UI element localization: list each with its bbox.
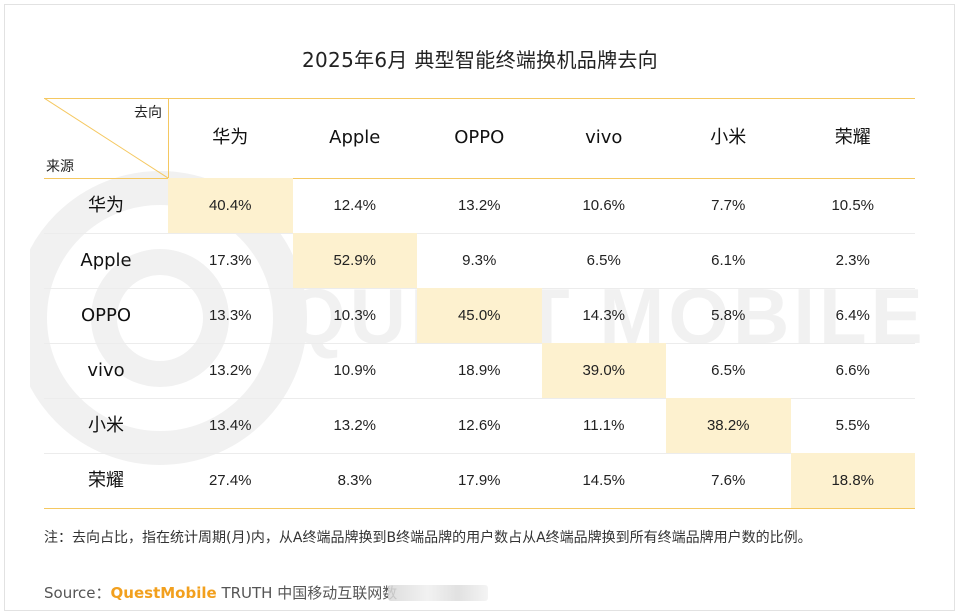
table-cell: 10.3% [333,307,377,324]
table-cell-highlighted: 52.9% [292,233,417,288]
row-divider [44,233,915,234]
corner-from-label: 来源 [46,159,74,175]
row-divider [44,453,915,454]
column-header: Apple [329,127,381,148]
table-cell-highlighted: 38.2% [666,398,791,453]
table-top-border [44,98,915,99]
header-bottom-border [44,178,915,179]
table-cell: 9.3% [462,252,497,269]
source-rest: TRUTH 中国移动互联网数 [216,584,398,602]
table-cell: 10.6% [582,197,626,214]
image-frame [4,4,955,611]
table-cell: 14.5% [582,472,626,489]
source-line: Source：QuestMobile TRUTH 中国移动互联网数 [44,582,397,603]
table-cell: 13.2% [333,417,377,434]
table-cell: 12.6% [457,417,501,434]
row-header: vivo [87,360,125,381]
row-header: 华为 [88,195,124,216]
table-cell: 7.7% [711,197,746,214]
blurred-region [388,585,488,601]
source-brand: QuestMobile [110,584,217,602]
source-prefix: Source： [44,584,111,602]
table-corner: 去向 来源 [44,98,168,178]
table-bottom-border [44,508,915,509]
row-header: 荣耀 [88,470,124,491]
table-cell: 13.2% [457,197,501,214]
table-cell: 6.4% [835,307,870,324]
table-cell: 10.5% [831,197,875,214]
table-cell: 6.6% [835,362,870,379]
table-cell: 8.3% [337,472,372,489]
column-header: 华为 [212,127,249,148]
table-cell: 13.3% [208,307,252,324]
table-cell: 10.9% [333,362,377,379]
table-cell: 6.1% [711,252,746,269]
table-cell: 6.5% [711,362,746,379]
table-cell: 27.4% [208,472,252,489]
table-cell-highlighted: 18.8% [790,453,915,508]
table-cell-highlighted: 45.0% [417,288,542,343]
table-cell: 17.9% [457,472,501,489]
row-divider [44,398,915,399]
table-cell: 2.3% [835,252,870,269]
column-header: 荣耀 [834,127,871,148]
row-header: 小米 [88,415,124,436]
column-header: vivo [585,127,623,148]
table-cell: 11.1% [583,417,625,434]
table-cell: 5.5% [835,417,870,434]
table-cell: 5.8% [711,307,746,324]
table-cell-highlighted: 40.4% [168,178,293,233]
table-cell: 7.6% [711,472,746,489]
table-cell-highlighted: 39.0% [541,343,666,398]
corner-to-label: 去向 [134,105,162,121]
table-cell: 6.5% [586,252,621,269]
table-cell: 13.2% [208,362,252,379]
footnote: 注：去向占比，指在统计周期(月)内，从A终端品牌换到B终端品牌的用户数占从A终端… [44,530,812,546]
corner-diagonal [44,98,168,178]
row-divider [44,343,915,344]
table-cell: 18.9% [457,362,501,379]
table-cell: 17.3% [208,252,252,269]
column-header: 小米 [710,127,747,148]
header-separator [168,98,169,178]
column-header: OPPO [454,127,505,148]
table-cell: 13.4% [208,417,252,434]
row-header: OPPO [80,305,132,326]
chart-title: 2025年6月 典型智能终端换机品牌去向 [302,48,658,72]
table-cell: 12.4% [333,197,377,214]
row-header: Apple [80,250,132,271]
table-cell: 14.3% [582,307,626,324]
